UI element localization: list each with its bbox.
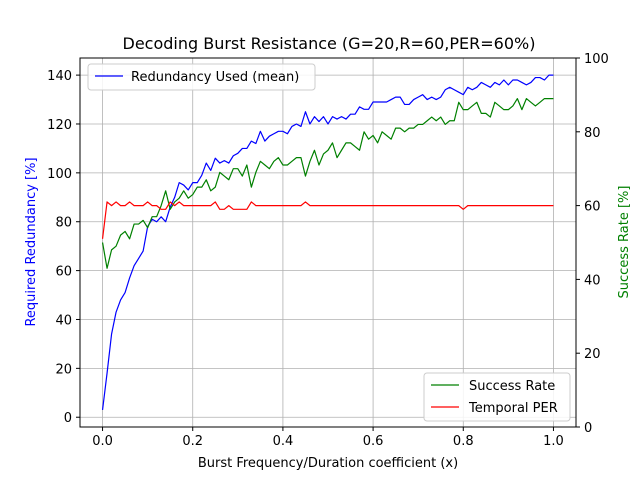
y-right-tick-label: 100 (584, 52, 609, 67)
x-tick-label: 0.4 (273, 434, 294, 449)
legend-box (423, 372, 571, 422)
chart-title: Decoding Burst Resistance (G=20,R=60,PER… (123, 34, 536, 53)
y-axis-right: 0 20 40 60 80 100 (576, 52, 609, 436)
series-line-success-rate (101, 97, 554, 269)
legend-lower-right: Success Rate Temporal PER (423, 372, 571, 422)
y-right-tick-label: 40 (584, 273, 601, 288)
series-layer (101, 74, 554, 410)
y-axis-right-label: Success Rate [%] (617, 186, 632, 299)
legend-label-redundancy: Redundancy Used (mean) (131, 70, 299, 85)
x-tick-label: 1.0 (543, 434, 564, 449)
y-right-tick-label: 20 (584, 347, 601, 362)
y-axis-left: 0 20 40 60 80 100 120 140 (47, 69, 80, 426)
y-left-tick-label: 40 (55, 313, 72, 328)
plot-frame (79, 57, 577, 428)
y-left-tick-label: 80 (55, 216, 72, 231)
legend-label-success: Success Rate (469, 379, 555, 394)
series-line-temporal-per (101, 201, 554, 239)
y-left-tick-label: 100 (47, 167, 72, 182)
y-left-tick-label: 20 (55, 362, 72, 377)
y-right-tick-label: 60 (584, 200, 601, 215)
y-right-tick-label: 0 (584, 421, 592, 436)
legend-upper-left: Redundancy Used (mean) (87, 63, 316, 91)
y-left-tick-label: 140 (47, 69, 72, 84)
grid-lines (80, 58, 576, 427)
x-tick-label: 0.6 (363, 434, 384, 449)
x-axis: 0.0 0.2 0.4 0.6 0.8 1.0 (92, 427, 564, 449)
x-axis-label: Burst Frequency/Duration coefficient (x) (198, 456, 458, 471)
y-axis-left-label: Required Redundancy [%] (24, 157, 39, 326)
x-tick-label: 0.2 (182, 434, 203, 449)
y-right-tick-label: 80 (584, 126, 601, 141)
x-tick-label: 0.0 (92, 434, 113, 449)
y-left-tick-label: 60 (55, 265, 72, 280)
x-tick-label: 0.8 (453, 434, 474, 449)
y-left-tick-label: 0 (64, 411, 72, 426)
legend-box (87, 63, 316, 91)
y-left-tick-label: 120 (47, 118, 72, 133)
series-line-redundancy (101, 74, 554, 410)
legend-label-per: Temporal PER (468, 401, 558, 416)
